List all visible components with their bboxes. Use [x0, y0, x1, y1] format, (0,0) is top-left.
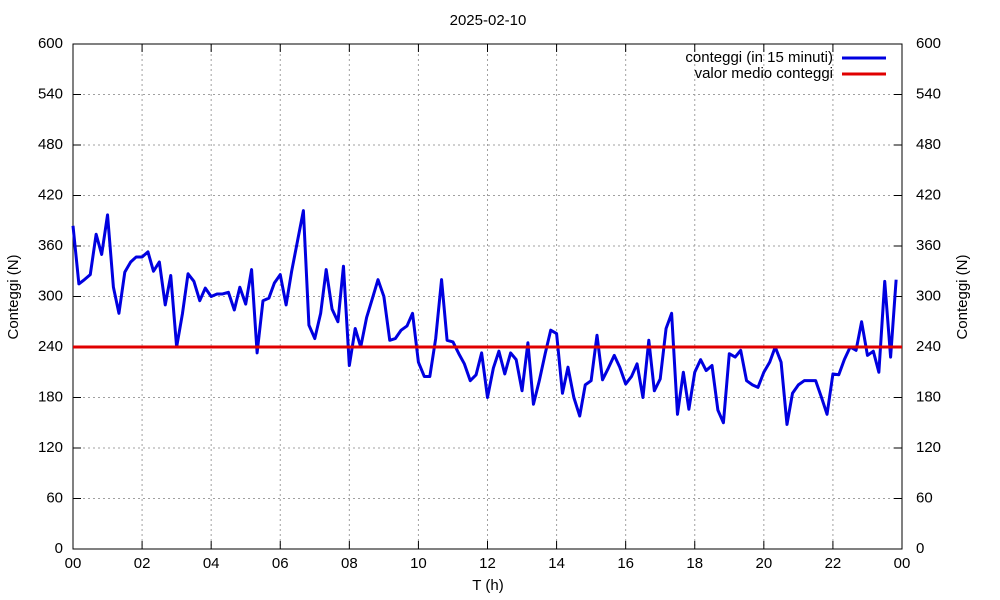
legend-label: conteggi (in 15 minuti)	[685, 49, 833, 66]
y-axis-label: Conteggi (N)	[5, 254, 22, 339]
y-tick-label: 420	[38, 186, 63, 203]
data-line	[71, 209, 898, 426]
x-tick-label: 00	[65, 555, 82, 572]
y2-tick-label: 600	[916, 35, 941, 52]
y-tick-label: 60	[46, 489, 63, 506]
y2-tick-label: 240	[916, 338, 941, 355]
y-tick-label: 240	[38, 338, 63, 355]
y2-tick-label: 480	[916, 136, 941, 153]
x-tick-label: 06	[272, 555, 289, 572]
x-axis-label: T (h)	[472, 577, 503, 594]
y2-tick-label: 0	[916, 540, 924, 557]
y-tick-label: 600	[38, 35, 63, 52]
x-tick-label: 08	[341, 555, 358, 572]
y2-axis-label: Conteggi (N)	[954, 254, 971, 339]
y2-tick-label: 540	[916, 85, 941, 102]
y2-tick-label: 60	[916, 489, 933, 506]
y-tick-label: 540	[38, 85, 63, 102]
y2-tick-label: 420	[916, 186, 941, 203]
x-tick-label: 22	[825, 555, 842, 572]
y2-tick-label: 360	[916, 237, 941, 254]
y-tick-label: 180	[38, 388, 63, 405]
x-tick-label: 04	[203, 555, 220, 572]
y2-tick-label: 300	[916, 287, 941, 304]
y-tick-label: 360	[38, 237, 63, 254]
x-tick-label: 10	[410, 555, 427, 572]
x-tick-label: 00	[894, 555, 911, 572]
y-tick-label: 300	[38, 287, 63, 304]
x-tick-label: 14	[548, 555, 565, 572]
y2-tick-label: 120	[916, 439, 941, 456]
y2-tick-label: 180	[916, 388, 941, 405]
x-tick-label: 20	[755, 555, 772, 572]
x-tick-label: 18	[686, 555, 703, 572]
plot-frame	[72, 43, 903, 550]
chart-title: 2025-02-10	[450, 12, 527, 29]
x-tick-label: 02	[134, 555, 151, 572]
y-tick-label: 120	[38, 439, 63, 456]
y-tick-label: 480	[38, 136, 63, 153]
legend-label: valor medio conteggi	[695, 65, 833, 82]
y-tick-label: 0	[55, 540, 63, 557]
x-tick-label: 16	[617, 555, 634, 572]
x-tick-label: 12	[479, 555, 496, 572]
